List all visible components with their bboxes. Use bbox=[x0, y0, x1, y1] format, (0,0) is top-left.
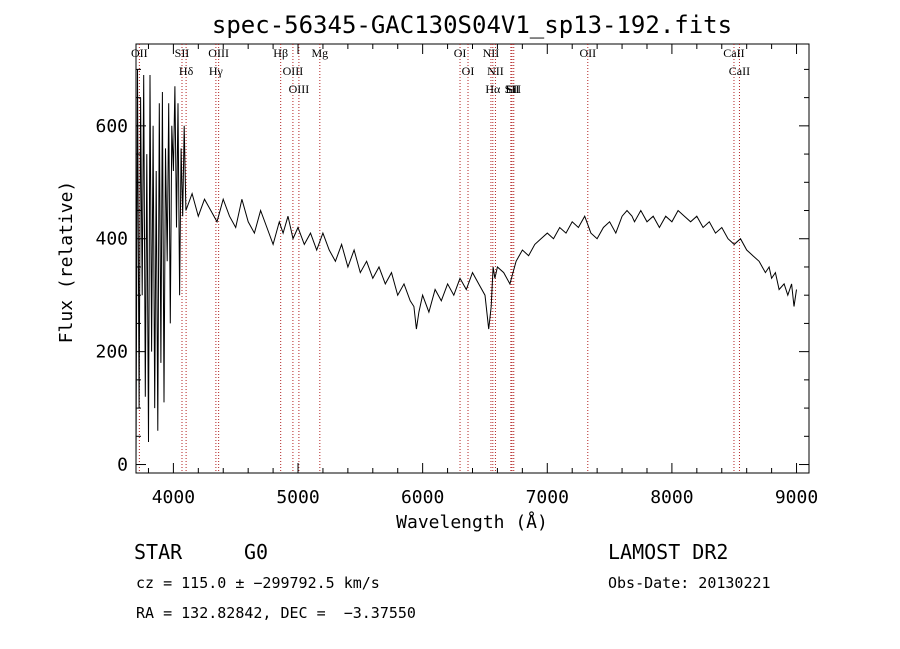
emission-line-label: NII bbox=[483, 46, 500, 60]
y-axis-ticks: 0 200 400 600 bbox=[95, 68, 809, 476]
emission-line-label: OII bbox=[131, 46, 148, 60]
emission-line-label: OI bbox=[454, 46, 467, 60]
x-tick-label: 9000 bbox=[775, 487, 818, 508]
emission-line-label: Hδ bbox=[179, 64, 194, 78]
emission-line-label: Hα bbox=[485, 82, 501, 96]
emission-line-label: OI bbox=[462, 64, 475, 78]
chart-title: spec-56345-GAC130S04V1_sp13-192.fits bbox=[212, 11, 732, 39]
y-tick-label: 0 bbox=[117, 455, 128, 476]
emission-line-label: CaII bbox=[729, 64, 750, 78]
x-tick-label: 5000 bbox=[276, 487, 319, 508]
spectrum-line bbox=[135, 69, 797, 465]
survey-label: LAMOST DR2 bbox=[608, 540, 729, 564]
y-tick-label: 200 bbox=[95, 342, 128, 363]
emission-line-label: OII bbox=[579, 46, 596, 60]
emission-line-label: OIII bbox=[289, 82, 310, 96]
emission-line-label: OIII bbox=[208, 46, 229, 60]
coordinates: RA = 132.82842, DEC = −3.37550 bbox=[136, 604, 416, 622]
emission-line-label: SII bbox=[506, 82, 521, 96]
y-tick-label: 400 bbox=[95, 229, 128, 250]
emission-line-label: SII bbox=[175, 46, 190, 60]
x-tick-label: 4000 bbox=[152, 487, 195, 508]
emission-line-markers bbox=[138, 44, 740, 473]
x-axis-label: Wavelength (Å) bbox=[396, 511, 548, 533]
emission-line-label: Hγ bbox=[209, 64, 224, 78]
spectrum-series bbox=[135, 69, 797, 465]
plot-frame bbox=[135, 43, 810, 474]
emission-line-label: OIII bbox=[283, 64, 304, 78]
x-axis-ticks: 4000 5000 6000 7000 8000 9000 bbox=[147, 44, 818, 508]
emission-line-label: Mg bbox=[311, 46, 328, 60]
obs-date: Obs-Date: 20130221 bbox=[608, 574, 771, 592]
y-tick-label: 600 bbox=[95, 116, 128, 137]
y-axis-label: Flux (relative) bbox=[56, 181, 77, 344]
emission-line-label: CaII bbox=[723, 46, 744, 60]
x-tick-label: 6000 bbox=[401, 487, 444, 508]
cz-readout: cz = 115.0 ± −299792.5 km/s bbox=[136, 574, 380, 592]
spectral-subclass: G0 bbox=[244, 540, 269, 564]
emission-line-label: SII bbox=[505, 82, 520, 96]
emission-line-label: NII bbox=[487, 64, 504, 78]
object-type: STAR bbox=[134, 540, 183, 564]
emission-line-label: Li bbox=[506, 82, 517, 96]
emission-line-label: Hβ bbox=[273, 46, 288, 60]
x-tick-label: 7000 bbox=[526, 487, 569, 508]
x-tick-label: 8000 bbox=[650, 487, 693, 508]
